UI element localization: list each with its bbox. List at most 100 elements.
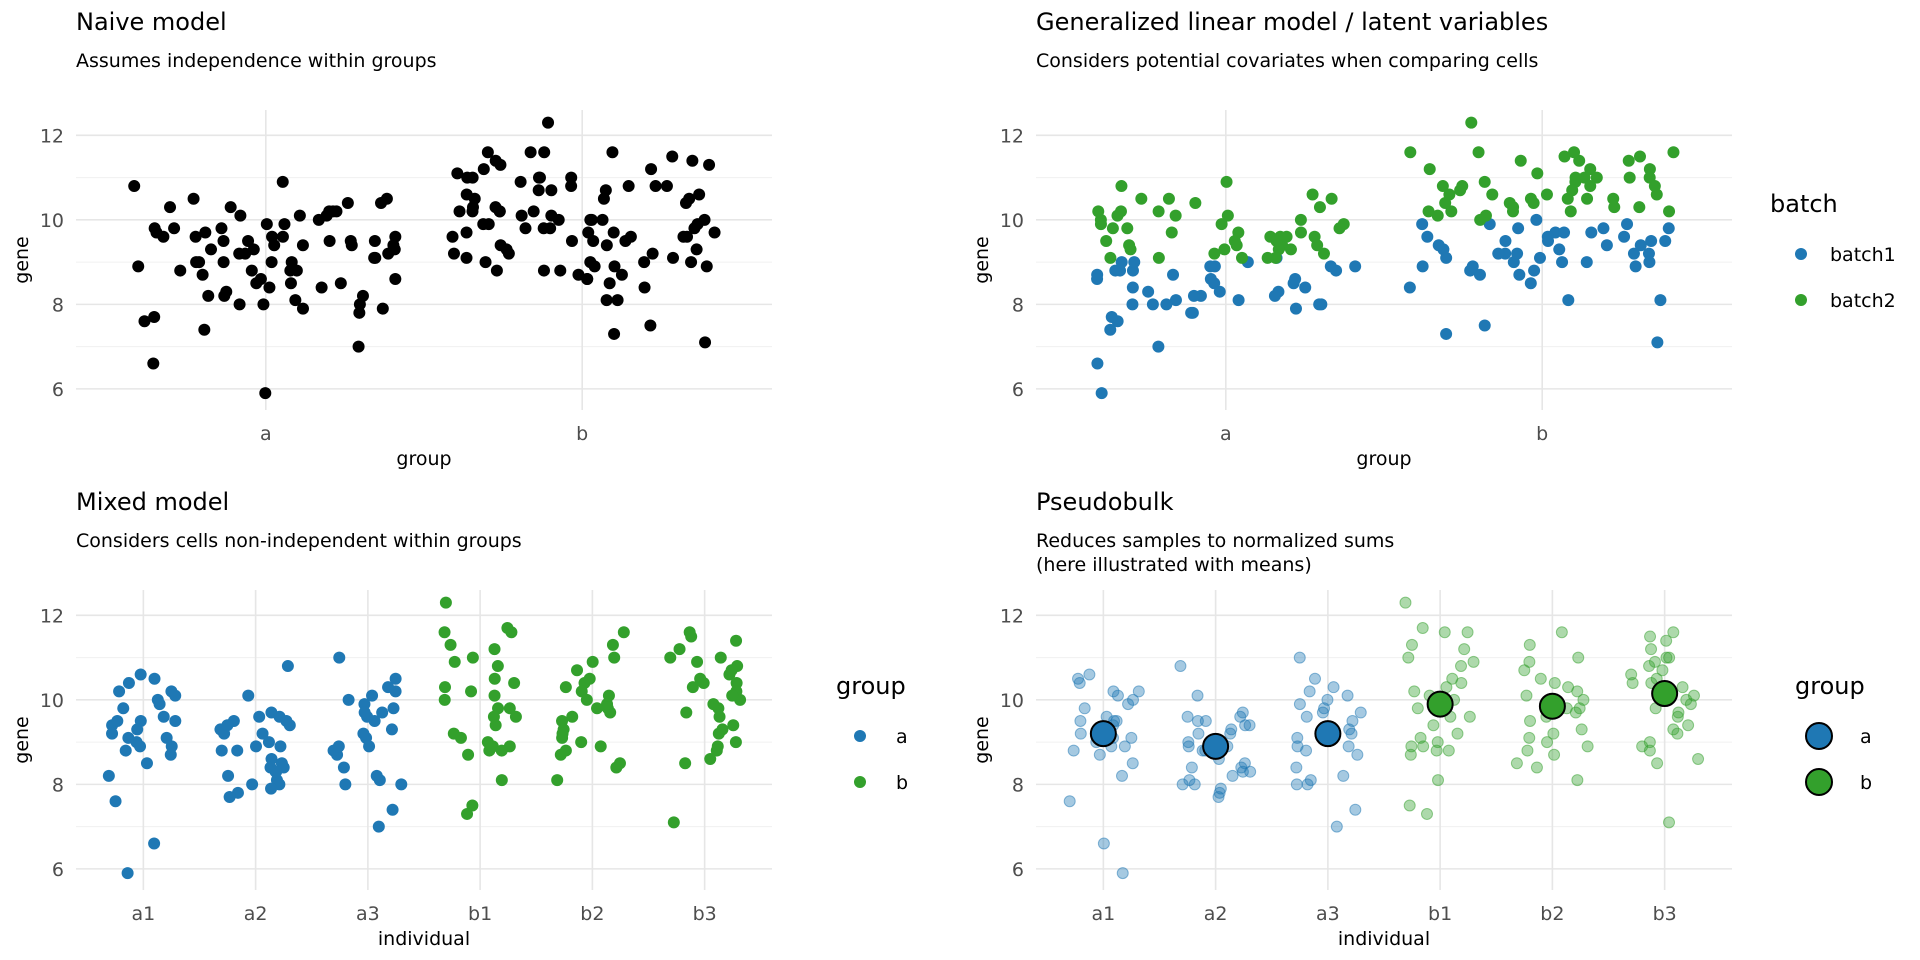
data-point <box>1566 184 1579 197</box>
data-point <box>276 230 289 243</box>
data-point <box>1626 676 1639 689</box>
data-point <box>148 222 161 235</box>
data-point <box>1403 281 1416 294</box>
data-point <box>1553 243 1566 256</box>
data-point <box>594 740 607 753</box>
data-point <box>334 277 347 290</box>
data-point <box>1575 723 1588 736</box>
data-point <box>296 239 309 252</box>
data-point <box>1104 251 1117 264</box>
data-point <box>205 243 218 256</box>
data-point <box>542 116 555 129</box>
data-point <box>1478 319 1491 332</box>
data-point <box>1152 205 1165 218</box>
data-point <box>1581 740 1594 753</box>
data-point <box>1642 247 1655 260</box>
legend-item-b: b <box>836 768 996 798</box>
legend-key-circle <box>1805 722 1833 750</box>
data-point <box>1663 205 1676 218</box>
data-point <box>1218 243 1231 256</box>
data-point <box>1651 757 1664 770</box>
data-point <box>537 264 550 277</box>
data-point <box>387 702 400 715</box>
data-point <box>1442 744 1455 757</box>
data-point <box>1106 222 1119 235</box>
data-point <box>1234 710 1247 723</box>
data-point <box>1097 837 1110 850</box>
data-point <box>461 807 474 820</box>
data-point <box>602 689 615 702</box>
data-point <box>1636 740 1649 753</box>
y-tick-label: 10 <box>40 210 64 232</box>
data-point <box>566 710 579 723</box>
data-point <box>1440 327 1453 340</box>
y-tick-label: 10 <box>1000 210 1024 232</box>
legend-item-b: b <box>1795 768 1920 798</box>
chart-panel-pseudobulk: Pseudobulk Reduces samples to normalized… <box>960 480 1920 960</box>
legend-key-dot <box>1795 294 1807 306</box>
data-point <box>453 205 466 218</box>
data-point <box>1572 651 1585 664</box>
data-point <box>1530 761 1543 774</box>
data-point <box>1439 196 1452 209</box>
data-point <box>1438 626 1451 639</box>
data-point <box>688 222 701 235</box>
data-point <box>1524 277 1537 290</box>
data-point <box>693 188 706 201</box>
data-point <box>1511 247 1524 260</box>
data-point <box>488 643 501 656</box>
data-point <box>265 256 278 269</box>
data-point <box>1313 201 1326 214</box>
data-point <box>565 180 578 193</box>
data-point <box>1094 218 1107 231</box>
data-point <box>1558 150 1571 163</box>
data-point <box>610 761 623 774</box>
data-point <box>685 630 698 643</box>
y-tick-label: 10 <box>1000 690 1024 712</box>
data-point <box>1432 774 1445 787</box>
data-point <box>477 163 490 176</box>
data-point <box>1176 778 1189 791</box>
data-point <box>491 660 504 673</box>
chart-plot-pseudobulk: 6 8 10 12 a1 a2 a3 b1 b2 b3 individual gene <box>971 590 1732 950</box>
data-point <box>268 239 281 252</box>
mean-point <box>1426 690 1454 718</box>
data-point <box>1126 757 1139 770</box>
data-point <box>1556 256 1569 269</box>
data-point <box>202 289 215 302</box>
x-tick-label: a3 <box>356 903 380 925</box>
data-point <box>132 260 145 273</box>
data-point <box>1455 660 1468 673</box>
data-point <box>113 685 126 698</box>
legend-key-circle <box>1805 768 1833 796</box>
data-point <box>1547 727 1560 740</box>
data-point <box>581 273 594 286</box>
data-point <box>109 795 122 808</box>
data-point <box>128 180 141 193</box>
data-point <box>559 744 572 757</box>
data-point <box>165 740 178 753</box>
data-point <box>584 256 597 269</box>
data-point <box>1299 281 1312 294</box>
data-point <box>1115 180 1128 193</box>
data-point <box>1146 298 1159 311</box>
data-point <box>1093 748 1106 761</box>
data-point <box>111 714 124 727</box>
data-point <box>466 651 479 664</box>
data-point <box>571 664 584 677</box>
data-point <box>1300 744 1313 757</box>
data-point <box>344 234 357 247</box>
legend-label: b <box>896 772 909 794</box>
gridlines <box>1036 590 1732 890</box>
data-point <box>1213 786 1226 799</box>
data-point <box>220 285 233 298</box>
data-point <box>586 655 599 668</box>
data-point <box>259 387 272 400</box>
data-point <box>1667 723 1680 736</box>
data-point <box>438 693 451 706</box>
data-point <box>1645 234 1658 247</box>
data-point <box>263 281 276 294</box>
data-point <box>622 180 635 193</box>
data-point <box>1523 638 1536 651</box>
data-point <box>644 319 657 332</box>
